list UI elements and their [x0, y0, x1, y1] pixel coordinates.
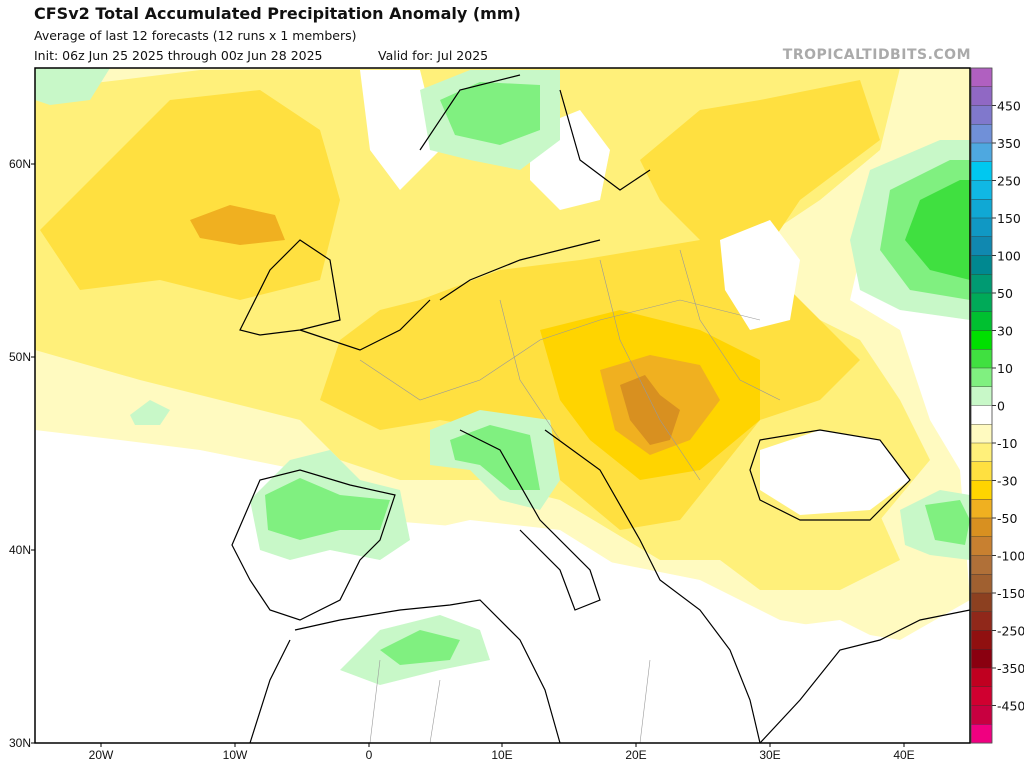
colorbar-swatch	[970, 442, 993, 463]
colorbar-label: 450	[997, 99, 1021, 114]
wet-anomaly-corner	[35, 68, 110, 105]
colorbar-swatch	[970, 499, 993, 519]
colorbar-swatch	[970, 67, 993, 88]
colorbar-swatch	[970, 105, 993, 125]
lon-label: 20W	[89, 748, 114, 762]
colorbar-label: 150	[997, 211, 1021, 226]
colorbar-swatch	[970, 424, 993, 444]
colorbar-label: -10	[997, 436, 1017, 451]
colorbar-swatch	[970, 536, 993, 556]
colorbar-swatch	[970, 686, 993, 706]
borders	[359, 249, 781, 743]
zero-anomaly-northsea	[360, 70, 440, 190]
anomaly-yellow-turkey	[720, 515, 900, 590]
init-text: Init: 06z Jun 25 2025 through 00z Jun 28…	[34, 48, 323, 63]
wet-anomaly-russia-core	[905, 180, 970, 280]
colorbar-label: 250	[997, 174, 1021, 189]
colorbar-swatch	[970, 667, 993, 688]
colorbar-swatch	[970, 705, 993, 725]
colorbar-swatch	[970, 555, 993, 575]
colorbar-swatch	[970, 330, 993, 350]
colorbar-label: -350	[997, 661, 1024, 676]
colorbar-label: 30	[997, 324, 1013, 339]
colorbar-swatch	[970, 274, 993, 294]
colorbar-swatch	[970, 255, 993, 275]
colorbar-swatch	[970, 574, 993, 594]
lon-label: 40E	[893, 748, 914, 762]
colorbar-swatch	[970, 349, 993, 369]
colorbar-label: -100	[997, 549, 1024, 564]
colorbar-label: 50	[997, 286, 1013, 301]
zero-anomaly-black-sea	[760, 430, 910, 515]
wet-anomaly-alps-core	[450, 425, 540, 490]
colorbar-swatch	[970, 517, 993, 538]
zero-anomaly-med	[35, 520, 970, 743]
colorbar-swatch	[970, 142, 993, 163]
lat-label: 60N	[9, 157, 31, 171]
colorbar-swatch	[970, 461, 993, 481]
colorbar-swatch	[970, 236, 993, 256]
axis-labels: 60N 50N 40N 30N 20W 10W 0 10E 20E 30E 40E	[9, 157, 915, 762]
lon-label: 20E	[625, 748, 646, 762]
map-subtitle: Average of last 12 forecasts (12 runs x …	[34, 28, 357, 43]
wet-anomaly-atlantic-small	[130, 400, 170, 425]
lon-label: 0	[366, 748, 373, 762]
colorbar-swatch	[970, 405, 993, 425]
colorbar-swatch	[970, 649, 993, 669]
colorbar-label: -450	[997, 699, 1024, 714]
anomaly-orange-atlantic	[190, 205, 285, 245]
colorbar-label: -50	[997, 511, 1017, 526]
colorbar-swatch	[970, 480, 993, 500]
colorbar-swatch	[970, 217, 993, 238]
anomaly-field	[35, 68, 970, 743]
colorbar-label: 100	[997, 249, 1021, 264]
colorbar-swatch	[970, 180, 993, 200]
wet-anomaly-iberia-core	[265, 478, 390, 540]
coastlines	[231, 74, 970, 743]
colorbar: 4503502501501005030100-10-30-50-100-150-…	[970, 67, 1024, 744]
lat-label: 50N	[9, 350, 31, 364]
colorbar-swatch	[970, 161, 993, 181]
anomaly-gold-atlantic	[40, 90, 340, 300]
colorbar-swatch	[970, 724, 993, 744]
wet-anomaly-caucasus-core	[925, 500, 970, 545]
colorbar-label: -250	[997, 624, 1024, 639]
lon-label: 30E	[759, 748, 780, 762]
colorbar-swatch	[970, 124, 993, 144]
wet-anomaly-scandinavia-core	[440, 82, 540, 145]
lat-label: 30N	[9, 736, 31, 750]
colorbar-label: 0	[997, 399, 1005, 414]
colorbar-label: -150	[997, 586, 1024, 601]
colorbar-label: 10	[997, 361, 1013, 376]
zero-anomaly-belarus	[720, 220, 800, 330]
colorbar-swatch	[970, 386, 993, 406]
colorbar-swatch	[970, 611, 993, 631]
watermark: TROPICALTIDBITS.COM	[782, 47, 971, 63]
colorbar-swatch	[970, 311, 993, 331]
lon-label: 10W	[223, 748, 248, 762]
map-title: CFSv2 Total Accumulated Precipitation An…	[34, 4, 521, 23]
lon-label: 10E	[491, 748, 512, 762]
valid-text: Valid for: Jul 2025	[378, 48, 489, 63]
colorbar-swatch	[970, 630, 993, 650]
colorbar-swatch	[970, 86, 993, 106]
colorbar-swatch	[970, 592, 993, 613]
lat-label: 40N	[9, 543, 31, 557]
colorbar-swatch	[970, 292, 993, 313]
colorbar-swatch	[970, 199, 993, 219]
colorbar-swatch	[970, 367, 993, 388]
wet-anomaly-algeria-core	[380, 630, 460, 665]
colorbar-label: -30	[997, 474, 1017, 489]
colorbar-label: 350	[997, 136, 1021, 151]
